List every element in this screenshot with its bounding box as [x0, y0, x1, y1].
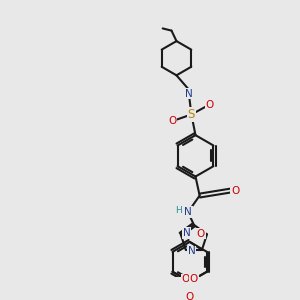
Text: N: N [185, 89, 193, 99]
Text: O: O [186, 292, 194, 300]
Text: N: N [184, 207, 192, 217]
Text: O: O [168, 116, 176, 126]
Text: O: O [197, 229, 205, 239]
Text: O: O [182, 274, 190, 284]
Text: O: O [206, 100, 214, 110]
Text: O: O [190, 274, 198, 284]
Text: N: N [188, 246, 196, 256]
Text: O: O [231, 186, 239, 196]
Text: H: H [175, 206, 182, 215]
Text: N: N [183, 228, 191, 238]
Text: S: S [188, 108, 195, 121]
